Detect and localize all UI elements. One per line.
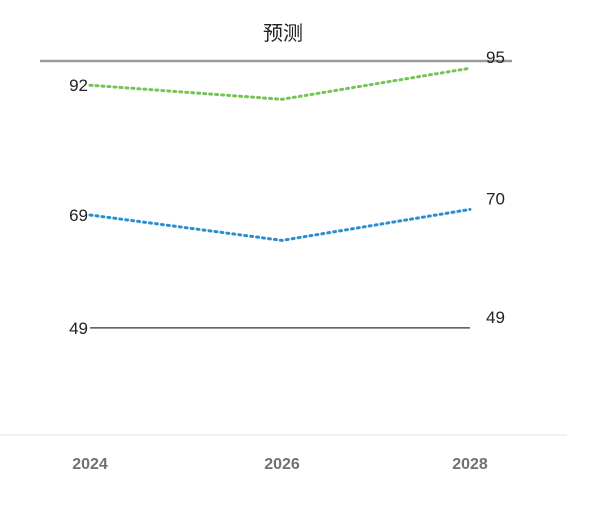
x-tick-2028: 2028 [452, 456, 488, 473]
value-label-series-1-2024: 92 [69, 76, 88, 95]
x-tick-2026: 2026 [264, 456, 300, 473]
chart-title: 预测 [263, 21, 303, 45]
series-layer [88, 66, 472, 329]
value-label-series-2-2028: 70 [486, 189, 505, 208]
value-label-series-2-2024: 69 [69, 206, 88, 225]
x-axis-ticks: 2024 2026 2028 [72, 456, 488, 473]
series-line-1 [88, 66, 472, 101]
x-tick-2024: 2024 [72, 456, 108, 473]
value-label-series-1-2028: 95 [486, 48, 505, 67]
series-line-2 [88, 207, 472, 242]
value-label-series-3-2028: 49 [486, 308, 505, 327]
value-labels: 92 95 69 70 49 49 [69, 48, 505, 338]
value-label-series-3-2024: 49 [69, 319, 88, 338]
